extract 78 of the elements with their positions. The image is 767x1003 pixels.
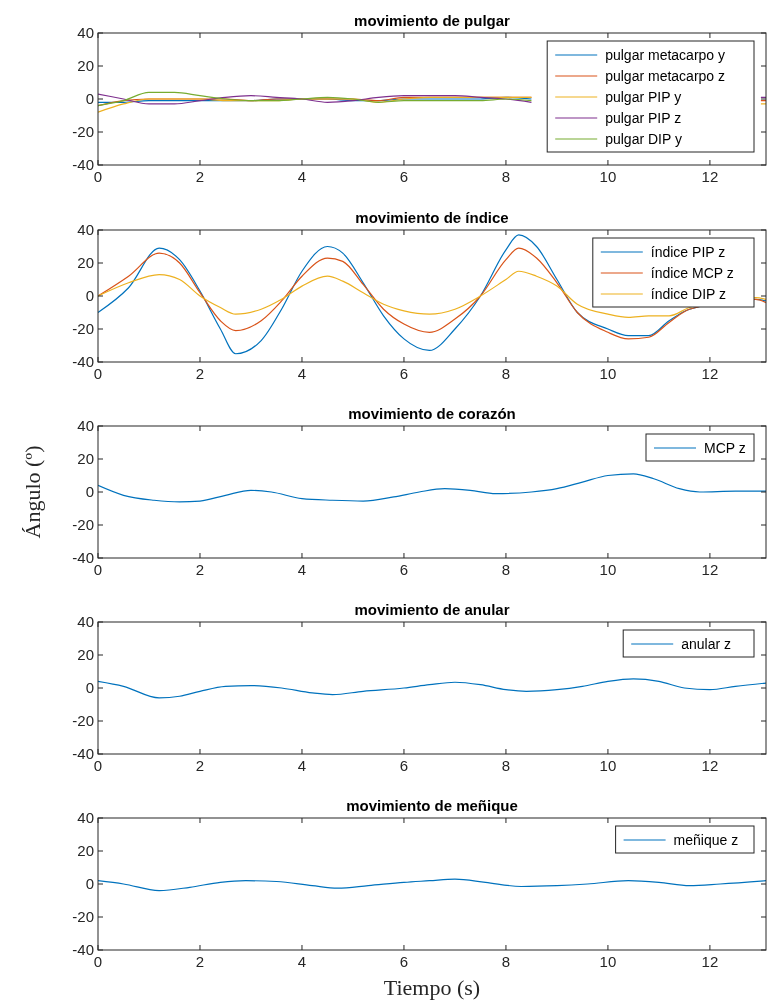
line-series <box>98 678 766 699</box>
x-tick-label: 6 <box>399 365 409 382</box>
x-tick-label: 4 <box>297 757 307 774</box>
x-tick-label: 8 <box>501 757 511 774</box>
legend-label: pulgar metacarpo y <box>605 47 726 63</box>
series-label: pulgar PIP y <box>605 89 682 105</box>
x-tick-label: 4 <box>297 168 307 185</box>
y-tick-label: 0 <box>85 287 94 304</box>
x-tick-label: 12 <box>701 561 719 578</box>
x-tick-label: 2 <box>195 757 205 774</box>
x-tick-label: 12 <box>701 757 719 774</box>
legend-label: índice DIP z <box>650 286 727 302</box>
x-tick-label: 4 <box>297 561 307 578</box>
legend-label: índice MCP z <box>650 265 734 281</box>
x-tick-label: 8 <box>501 365 511 382</box>
y-tick-label: 40 <box>77 613 94 630</box>
x-tick-label: 2 <box>195 561 205 578</box>
x-tick-label: 6 <box>399 561 409 578</box>
y-tick-label: -40 <box>72 549 94 566</box>
y-tick-label: 40 <box>77 809 94 826</box>
legend-label: índice PIP z <box>650 244 726 260</box>
y-tick-label: -20 <box>72 320 94 337</box>
x-tick-label: 4 <box>297 953 307 970</box>
y-tick-label: -40 <box>72 353 94 370</box>
x-tick-label: 10 <box>599 561 617 578</box>
x-tick-label: 8 <box>501 168 511 185</box>
x-axis-title: Tiempo (s) <box>383 975 481 1000</box>
legend-label: pulgar DIP y <box>605 131 682 147</box>
x-tick-label: 10 <box>599 953 617 970</box>
y-tick-label: 20 <box>77 254 94 271</box>
x-tick-label: 8 <box>501 561 511 578</box>
x-tick-label: 4 <box>297 365 307 382</box>
chart-title: movimiento de anular <box>354 601 510 618</box>
y-tick-label: -20 <box>72 516 94 533</box>
legend-label: pulgar PIP z <box>605 110 682 126</box>
x-tick-label: 6 <box>399 757 409 774</box>
legend-label: pulgar metacarpo z <box>605 68 726 84</box>
y-axis-title: Ángulo (º) <box>20 445 45 539</box>
x-tick-label: 10 <box>599 168 617 185</box>
y-tick-label: 20 <box>77 450 94 467</box>
legend-label: anular z <box>681 636 732 652</box>
legend-label: MCP z <box>704 440 746 456</box>
y-tick-label: 40 <box>77 221 94 238</box>
legend-label: meñique z <box>673 832 739 848</box>
y-tick-label: 20 <box>77 57 94 74</box>
y-tick-label: -40 <box>72 156 94 173</box>
chart-title: movimiento de índice <box>355 209 509 226</box>
y-tick-label: -40 <box>72 941 94 958</box>
x-tick-label: 2 <box>195 365 205 382</box>
chart-title: movimiento de pulgar <box>354 12 511 29</box>
y-tick-label: 0 <box>85 875 94 892</box>
x-tick-label: 10 <box>599 365 617 382</box>
x-tick-label: 12 <box>701 365 719 382</box>
line-series <box>98 878 766 892</box>
y-tick-label: 40 <box>77 417 94 434</box>
line-series <box>98 247 766 340</box>
x-tick-label: 6 <box>399 168 409 185</box>
y-tick-label: -20 <box>72 712 94 729</box>
y-tick-label: 20 <box>77 842 94 859</box>
x-tick-label: 12 <box>701 168 719 185</box>
y-tick-label: -20 <box>72 908 94 925</box>
y-tick-label: 0 <box>85 483 94 500</box>
x-tick-label: 10 <box>599 757 617 774</box>
x-tick-label: 6 <box>399 953 409 970</box>
x-tick-label: 2 <box>195 953 205 970</box>
x-tick-label: 8 <box>501 953 511 970</box>
y-tick-label: -20 <box>72 123 94 140</box>
chart-title: movimiento de corazón <box>348 405 516 422</box>
chart-title: movimiento de meñique <box>346 797 518 814</box>
y-tick-label: 20 <box>77 646 94 663</box>
y-tick-label: 0 <box>85 679 94 696</box>
line-series <box>98 234 766 355</box>
y-tick-label: -40 <box>72 745 94 762</box>
x-tick-label: 12 <box>701 953 719 970</box>
x-tick-label: 2 <box>195 168 205 185</box>
y-tick-label: 40 <box>77 24 94 41</box>
y-tick-label: 0 <box>85 90 94 107</box>
line-series <box>98 91 533 107</box>
